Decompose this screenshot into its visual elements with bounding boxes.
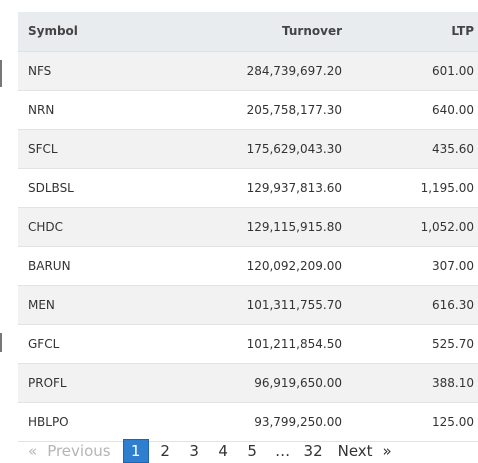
page-button-5[interactable]: 5	[247, 442, 257, 460]
turnover-cell: 284,739,697.20	[246, 63, 342, 78]
column-header-symbol[interactable]: Symbol	[18, 12, 178, 52]
table-row[interactable]: SFCL 175,629,043.30 435.60	[18, 129, 478, 168]
turnover-cell: 205,758,177.30	[246, 102, 342, 117]
table-row[interactable]: PROFL 96,919,650.00 388.10	[18, 363, 478, 402]
previous-page-button: « Previous	[28, 442, 111, 460]
turnover-cell: 120,092,209.00	[246, 258, 342, 273]
page-button-current[interactable]: 1	[122, 439, 149, 463]
turnover-table: Symbol Turnover LTP NFS 284,739,697.20 6…	[18, 12, 478, 442]
page-button-4[interactable]: 4	[218, 442, 228, 460]
ltp-cell: 125.00	[432, 414, 474, 429]
page-button-3[interactable]: 3	[189, 442, 199, 460]
left-edge-marker-top	[0, 60, 2, 87]
previous-label: Previous	[47, 442, 111, 460]
column-header-ltp[interactable]: LTP	[352, 12, 478, 52]
symbol-cell: SFCL	[28, 141, 58, 156]
ltp-cell: 1,052.00	[420, 219, 474, 234]
symbol-cell: HBLPO	[28, 414, 69, 429]
symbol-cell: MEN	[28, 297, 55, 312]
table-row[interactable]: GFCL 101,211,854.50 525.70	[18, 324, 478, 363]
turnover-cell: 129,115,915.80	[246, 219, 342, 234]
turnover-cell: 175,629,043.30	[246, 141, 342, 156]
chevron-double-left-icon: «	[28, 442, 38, 460]
symbol-cell: GFCL	[28, 336, 60, 351]
ltp-cell: 601.00	[432, 63, 474, 78]
ltp-cell: 525.70	[432, 336, 474, 351]
symbol-cell: NRN	[28, 102, 55, 117]
turnover-cell: 101,211,854.50	[246, 336, 342, 351]
chevron-double-right-icon: »	[382, 442, 392, 460]
turnover-cell: 93,799,250.00	[254, 414, 342, 429]
pagination: « Previous 1 2 3 4 5 … 32 Next »	[18, 439, 392, 463]
left-edge-marker-bottom	[0, 333, 2, 352]
page-button-last[interactable]: 32	[303, 442, 323, 460]
symbol-cell: SDLBSL	[28, 180, 74, 195]
turnover-cell: 101,311,755.70	[246, 297, 342, 312]
ltp-cell: 435.60	[432, 141, 474, 156]
next-label: Next	[337, 442, 373, 460]
symbol-cell: NFS	[28, 63, 52, 78]
symbol-cell: PROFL	[28, 375, 67, 390]
ltp-cell: 307.00	[432, 258, 474, 273]
symbol-cell: CHDC	[28, 219, 64, 234]
ltp-cell: 640.00	[432, 102, 474, 117]
table-row[interactable]: MEN 101,311,755.70 616.30	[18, 285, 478, 324]
table-row[interactable]: CHDC 129,115,915.80 1,052.00	[18, 207, 478, 246]
turnover-cell: 129,937,813.60	[246, 180, 342, 195]
turnover-cell: 96,919,650.00	[254, 375, 342, 390]
symbol-cell: BARUN	[28, 258, 71, 273]
ltp-cell: 1,195.00	[420, 180, 474, 195]
column-header-turnover[interactable]: Turnover	[178, 12, 352, 52]
pagination-ellipsis: …	[275, 442, 291, 460]
page-button-2[interactable]: 2	[160, 442, 170, 460]
table-row[interactable]: HBLPO 93,799,250.00 125.00	[18, 402, 478, 441]
ltp-cell: 388.10	[432, 375, 474, 390]
table-row[interactable]: BARUN 120,092,209.00 307.00	[18, 246, 478, 285]
ltp-cell: 616.30	[432, 297, 474, 312]
table-row[interactable]: SDLBSL 129,937,813.60 1,195.00	[18, 168, 478, 207]
table-row[interactable]: NRN 205,758,177.30 640.00	[18, 90, 478, 129]
next-page-button[interactable]: Next »	[338, 442, 392, 460]
table-header-row: Symbol Turnover LTP	[18, 12, 478, 52]
table-row[interactable]: NFS 284,739,697.20 601.00	[18, 51, 478, 90]
turnover-table-container: Symbol Turnover LTP NFS 284,739,697.20 6…	[18, 12, 478, 442]
